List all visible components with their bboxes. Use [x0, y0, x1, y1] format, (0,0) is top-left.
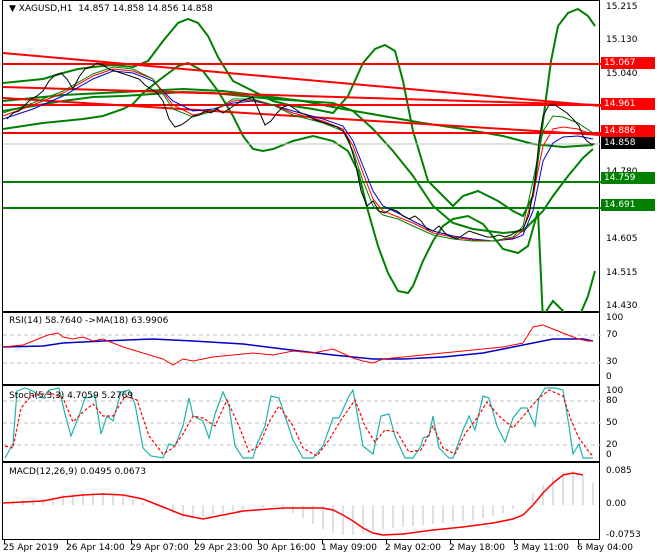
level-tag-support: 14.691 [601, 199, 655, 211]
time-tick [258, 540, 259, 544]
level-tag-resistance: 15.067 [601, 57, 655, 69]
price-chart-canvas [3, 7, 601, 313]
macd-title: MACD(12,26,9) 0.0495 0.0673 [9, 467, 147, 477]
time-label: 30 Apr 16:00 [257, 543, 316, 553]
macd-tick: -0.0753 [606, 530, 641, 540]
time-tick [386, 540, 387, 544]
stoch-tick: 50 [606, 418, 618, 428]
time-label: 2 May 02:00 [385, 543, 441, 553]
time-tick [67, 540, 68, 544]
macd-histogram [12, 471, 594, 535]
time-tick [131, 540, 132, 544]
level-tag-resistance: 14.886 [601, 125, 655, 137]
low-value: 14.856 [147, 4, 179, 14]
rsi-tick: 30 [606, 357, 618, 367]
price-tick: 14.605 [606, 234, 638, 244]
stoch-tick: 80 [606, 396, 618, 406]
time-tick [450, 540, 451, 544]
macd-tick: 0.085 [606, 466, 632, 476]
rsi-tick: 100 [606, 313, 624, 323]
time-label: 26 Apr 14:00 [66, 543, 125, 553]
rsi-pane[interactable]: RSI(14) 58.7640 ->MA(18) 63.9906 [2, 312, 601, 385]
stoch-tick: 20 [606, 440, 618, 450]
rsi-title: RSI(14) 58.7640 ->MA(18) 63.9906 [9, 316, 169, 326]
candlesticks [6, 62, 595, 240]
stoch-tick: 0 [606, 450, 612, 460]
high-value: 14.858 [112, 4, 145, 14]
rsi-chart-canvas [3, 324, 601, 366]
time-tick [514, 540, 515, 544]
rsi-tick: 70 [606, 330, 618, 340]
macd-tick: 0.00 [606, 499, 627, 509]
price-tick: 15.040 [606, 69, 638, 79]
macd-chart-canvas [3, 471, 594, 536]
level-tag-support: 14.759 [601, 172, 655, 184]
time-tick [322, 540, 323, 544]
level-tag-resistance: 14.961 [601, 98, 655, 110]
price-tick: 14.430 [606, 301, 638, 311]
stoch-chart-canvas [3, 387, 601, 459]
price-tick: 15.215 [606, 2, 638, 12]
close-value: 14.858 [181, 4, 213, 14]
collapse-arrow-icon[interactable]: ▼ [9, 4, 16, 14]
time-label: 3 May 11:00 [513, 543, 569, 553]
time-tick [578, 540, 579, 544]
time-label: 2 May 18:00 [449, 543, 505, 553]
stoch-pane[interactable]: Stoch(5,3,3) 4.7059 5.2769 [2, 385, 601, 462]
stoch-tick: 100 [606, 386, 624, 396]
price-pane[interactable]: ▼ XAGUSD,H1 14.857 14.858 14.856 14.858 [2, 0, 601, 313]
time-label: 6 May 04:00 [577, 543, 633, 553]
symbol-label: XAGUSD,H1 [18, 4, 73, 14]
rsi-tick: 0 [606, 372, 612, 382]
time-label: 1 May 09:00 [321, 543, 377, 553]
time-tick [195, 540, 196, 544]
time-tick [4, 540, 5, 544]
time-label: 25 Apr 2019 [3, 543, 59, 553]
open-value: 14.857 [78, 4, 110, 14]
price-tick: 15.130 [606, 35, 638, 45]
current-price-tag: 14.858 [601, 137, 655, 149]
macd-pane[interactable]: MACD(12,26,9) 0.0495 0.0673 [2, 462, 600, 540]
stoch-title: Stoch(5,3,3) 4.7059 5.2769 [9, 391, 134, 401]
time-label: 29 Apr 23:00 [194, 543, 253, 553]
price-tick: 14.515 [606, 268, 638, 278]
time-label: 29 Apr 07:00 [130, 543, 189, 553]
